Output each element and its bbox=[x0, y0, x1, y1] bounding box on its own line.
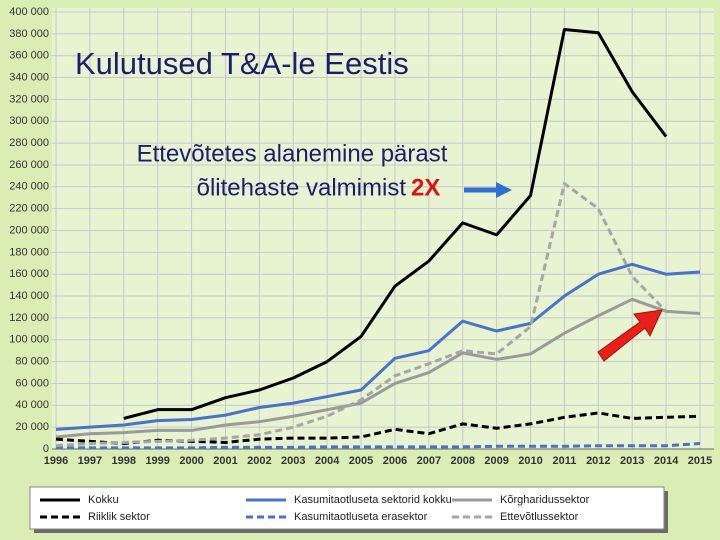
annotation: õlitehaste valmimist bbox=[197, 174, 407, 201]
series-line bbox=[56, 442, 701, 450]
legend-box bbox=[29, 486, 665, 530]
legend-label: Riiklik sektor bbox=[88, 511, 150, 523]
legend-label: Kasumitaotluseta erasektor bbox=[294, 511, 428, 523]
red-arrow bbox=[597, 309, 663, 362]
annotation-highlight: 2X bbox=[411, 174, 440, 201]
chart-title: Kulutused T&A-le Eestis bbox=[75, 46, 409, 81]
y-tick-label: 60 000 bbox=[15, 377, 49, 389]
y-tick-label: 280 000 bbox=[9, 137, 49, 149]
x-tick-label: 1998 bbox=[112, 455, 136, 467]
x-tick-label: 1996 bbox=[44, 455, 68, 467]
x-tick-label: 2012 bbox=[586, 455, 610, 467]
y-tick-label: 180 000 bbox=[9, 246, 49, 258]
x-tick-label: 2015 bbox=[688, 455, 712, 467]
x-tick-label: 2010 bbox=[518, 455, 542, 467]
y-tick-label: 120 000 bbox=[9, 312, 49, 324]
y-tick-label: 80 000 bbox=[15, 356, 49, 368]
y-tick-label: 160 000 bbox=[9, 268, 49, 280]
y-tick-label: 20 000 bbox=[15, 421, 49, 433]
y-tick-label: 260 000 bbox=[9, 159, 49, 171]
legend-label: Kõrgharidussektor bbox=[500, 494, 590, 506]
x-tick-label: 2007 bbox=[417, 455, 441, 467]
y-tick-label: 340 000 bbox=[9, 71, 49, 83]
x-tick-label: 1997 bbox=[78, 455, 102, 467]
series-line bbox=[55, 411, 701, 446]
x-tick-label: 2004 bbox=[315, 455, 340, 467]
x-tick-label: 2000 bbox=[179, 455, 203, 467]
y-tick-label: 140 000 bbox=[9, 290, 49, 302]
series-line bbox=[55, 182, 668, 448]
legend-label: Kasumitaotluseta sektorid kokku bbox=[294, 494, 452, 506]
series-line bbox=[55, 297, 701, 439]
x-tick-label: 2008 bbox=[450, 455, 474, 467]
y-tick-label: 200 000 bbox=[9, 224, 49, 236]
x-tick-label: 1999 bbox=[145, 455, 169, 467]
legend-label: Kokku bbox=[88, 494, 119, 506]
x-tick-label: 2001 bbox=[213, 455, 237, 467]
x-tick-label: 2002 bbox=[247, 455, 271, 467]
y-tick-label: 380 000 bbox=[9, 28, 49, 40]
y-tick-label: 240 000 bbox=[9, 181, 49, 193]
lines bbox=[55, 27, 701, 450]
y-tick-label: 40 000 bbox=[15, 399, 49, 411]
y-tick-label: 300 000 bbox=[9, 115, 49, 127]
grid: 0 20 000 40 000 60 000 80 000 100 000 120 000 1… bbox=[9, 6, 714, 467]
y-tick-label: 0 bbox=[43, 443, 49, 455]
x-tick-label: 2003 bbox=[281, 455, 305, 467]
y-tick-label: 320 000 bbox=[9, 93, 49, 105]
x-tick-label: 2014 bbox=[654, 455, 679, 467]
series-line bbox=[55, 262, 701, 431]
blue-arrow bbox=[464, 182, 512, 198]
plot-area bbox=[52, 8, 714, 449]
x-tick-label: 2006 bbox=[383, 455, 407, 467]
y-tick-label: 360 000 bbox=[9, 50, 49, 62]
y-tick-label: 100 000 bbox=[9, 334, 49, 346]
y-tick-label: 400 000 bbox=[9, 6, 49, 18]
x-tick-label: 2009 bbox=[484, 455, 508, 467]
legend-label: Ettevõtlussektor bbox=[500, 511, 579, 523]
legend: Kokku Kasumitaotluseta sektorid kokku Kõrg… bbox=[40, 494, 590, 523]
y-tick-label: 220 000 bbox=[9, 203, 49, 215]
x-tick-label: 2005 bbox=[349, 455, 373, 467]
x-tick-label: 2013 bbox=[620, 455, 644, 467]
annotation: Ettevõtetes alanemine pärast bbox=[137, 140, 448, 167]
series-line bbox=[123, 27, 668, 420]
x-tick-label: 2011 bbox=[552, 455, 576, 467]
